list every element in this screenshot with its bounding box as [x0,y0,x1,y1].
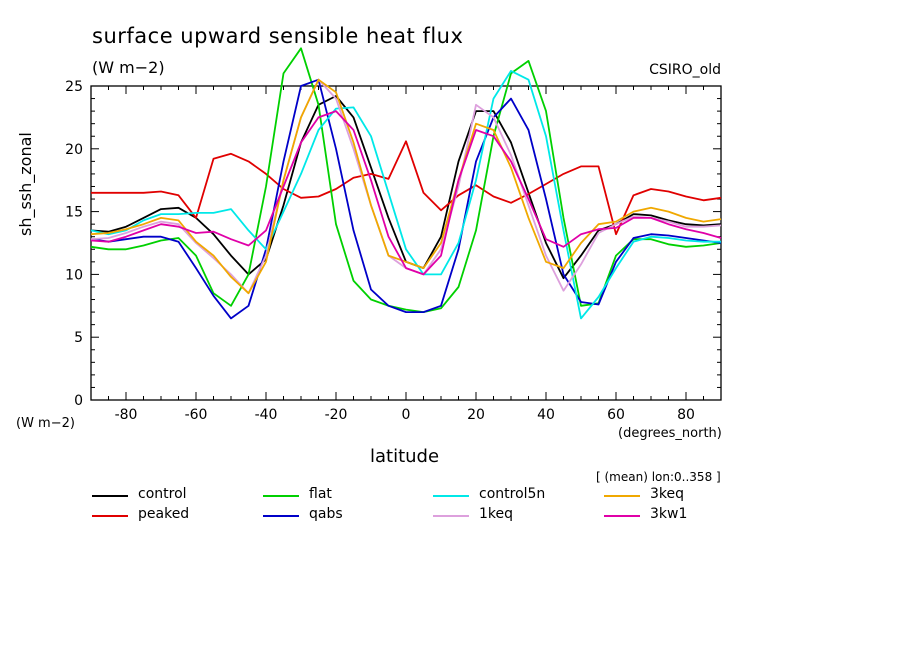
model-label: CSIRO_old [649,62,721,78]
x-axis-units: (degrees_north) [618,426,722,441]
x-tick-label: 0 [402,407,411,423]
legend-label: peaked [138,506,190,522]
y-axis-units: (W m−2) [16,416,75,431]
y-tick-label: 25 [65,79,83,95]
x-tick-label: 80 [677,407,695,423]
legend-label: 1keq [479,506,514,522]
series-line-flat [90,47,722,314]
legend-label: control5n [479,486,546,502]
y-tick-label: 20 [65,142,83,158]
series-line-3keq [90,78,722,295]
chart-units: (W m−2) [92,58,165,77]
series-line-peaked [91,140,722,236]
legend-swatch [433,495,469,497]
y-tick-label: 10 [65,267,83,283]
x-tick-label: -80 [115,407,138,423]
x-tick-label: -40 [255,407,278,423]
legend-label: 3kw1 [650,506,688,522]
mean-label: [ (mean) lon:0..358 ] [596,470,721,484]
legend-swatch [604,515,640,517]
x-axis-label: latitude [370,446,440,467]
x-tick-label: 60 [607,407,625,423]
x-tick-label: 40 [537,407,555,423]
plot-frame [90,85,722,401]
legend-label: qabs [309,506,343,522]
y-tick-label: 5 [74,330,83,346]
x-tick-label: -60 [185,407,208,423]
legend-swatch [263,495,299,497]
series-line-3kw1 [90,110,722,276]
y-tick-label: 15 [65,205,83,221]
series-line-control5n [90,70,721,320]
legend-swatch [92,515,128,517]
x-tick-label: 20 [467,407,485,423]
legend-label: flat [309,486,332,502]
chart-title: surface upward sensible heat flux [92,24,464,48]
legend-label: control [138,486,187,502]
series-line-qabs [90,78,722,320]
legend-swatch [433,515,469,517]
legend-swatch [263,515,299,517]
y-tick-label: 0 [74,393,83,409]
legend-swatch [604,495,640,497]
legend-swatch [92,495,128,497]
legend-label: 3keq [650,486,685,502]
x-tick-label: -20 [325,407,348,423]
